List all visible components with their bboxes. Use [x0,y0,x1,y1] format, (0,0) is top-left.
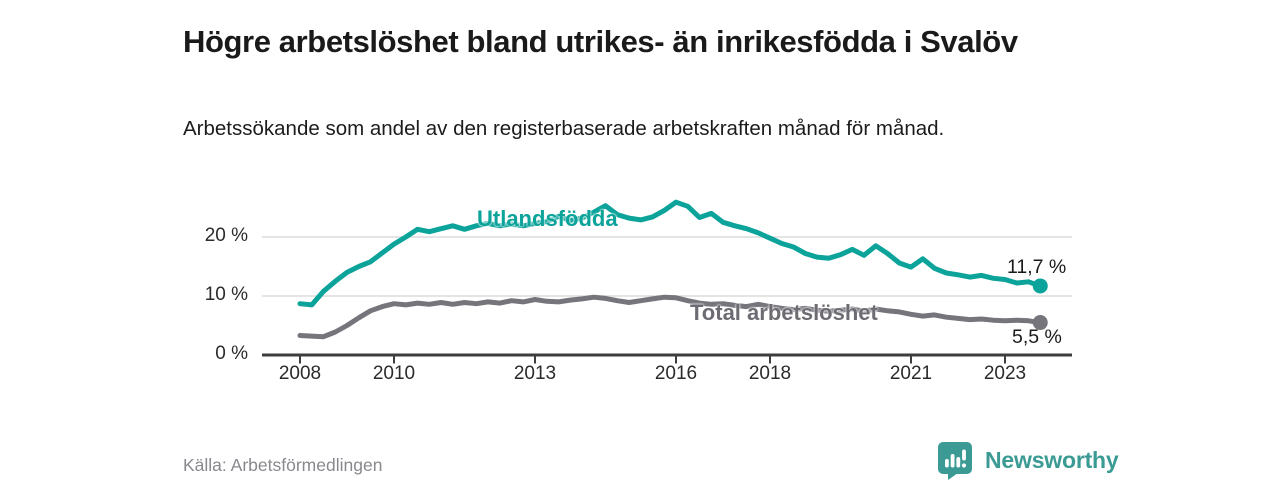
line-utlandsfodda [297,199,1043,308]
source-note: Källa: Arbetsförmedlingen [183,455,383,475]
end-dot-utlandsfodda [1032,278,1048,294]
x-tick-label: 2018 [748,363,792,384]
end-dot-total-arbetsloshet [1032,315,1048,331]
newsworthy-wordmark: Newsworthy [985,447,1119,473]
end-value-total-arbetsloshet: 5,5 % [1012,326,1062,348]
newsworthy-bar-chart-icon [938,442,972,480]
newsworthy-logo: Newsworthy [936,441,1119,480]
x-tick-label: 2013 [513,363,557,384]
y-tick-label: 20 % [204,225,248,246]
x-tick-label: 2010 [372,363,416,384]
x-tick-label: 2021 [889,363,933,384]
end-value-utlandsfodda: 11,7 % [1007,256,1067,278]
x-tick-label: 2016 [654,363,698,384]
page-subtitle: Arbetssökande som andel av den registerb… [183,116,945,140]
y-tick-label: 10 % [204,284,248,305]
series-label-utlandsfodda: Utlandsfödda [477,206,618,231]
line-total-arbetsloshet [297,294,1043,340]
x-tick-label: 2023 [983,363,1027,384]
y-tick-label: 0 % [215,343,248,364]
page-title: Högre arbetslöshet bland utrikes- än inr… [183,23,1018,59]
x-tick-label: 2008 [278,363,322,384]
series-label-total-arbetsloshet: Total arbetslöshet [690,300,878,325]
